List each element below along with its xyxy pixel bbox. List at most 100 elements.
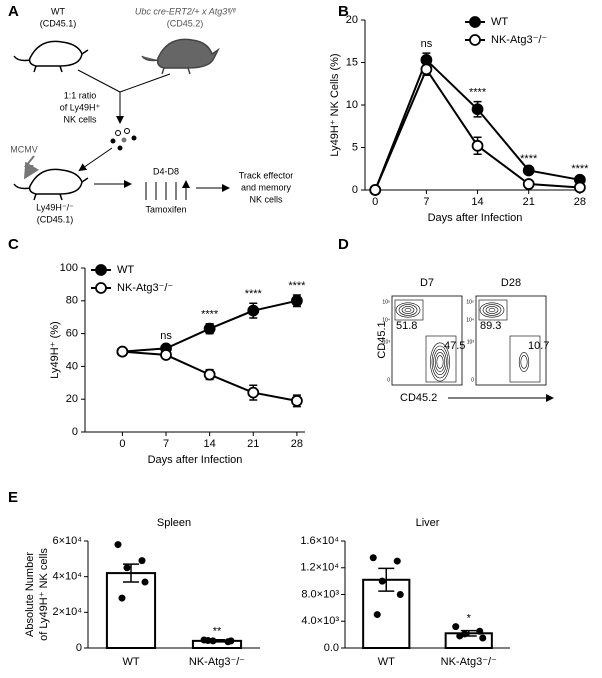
significance: **** [245,288,263,300]
significance: **** [288,280,306,292]
plot-frame [391,295,463,386]
legend-label: NK-Atg3⁻/⁻ [491,34,547,46]
plot-frame [475,295,547,386]
data-point [522,164,535,177]
y-tick-label: 40 [66,360,78,372]
significance: ns [160,330,172,342]
error-bar [123,563,139,583]
flow-tick-label: 10³ [467,339,475,345]
y-axis-label: Ly49H⁺ (%) [49,321,61,378]
x-tick-label: NK-Atg3⁻/⁻ [441,656,497,668]
arrows [145,182,186,200]
contour [395,302,421,318]
label: NK cells [249,194,283,204]
panel-letter: D [338,236,349,253]
data-point [290,294,303,307]
label: Ly49H⁻/⁻ [36,202,74,212]
legend-label: WT [117,264,134,276]
label: (CD45.2) [167,18,204,28]
contour [401,306,415,314]
data-point [573,181,586,194]
diagram: WT (CD45.1) Ubc cre-ERT2/+ x Atg3ᶠˡ/ᶠˡ (… [10,6,293,224]
panel-letter: A [8,3,19,20]
axis-label: CD45.2 [400,392,437,404]
gate-value: 89.3 [480,320,501,332]
panel-letter: E [8,489,18,506]
y-tick-label: 0 [352,184,358,196]
mouse-icon [13,168,89,201]
y-tick-label: 5 [352,141,358,153]
x-tick-label: 21 [523,196,535,208]
contour [434,352,446,372]
data-point [479,634,487,642]
significance: **** [469,87,487,99]
gate [478,299,508,321]
contour [431,345,449,379]
error-bar [378,567,395,592]
y-tick-label: 15 [346,56,358,68]
data-point [369,184,382,196]
flow-panel: CD45.1 CD45.2 [376,321,554,404]
data-point [114,541,122,549]
lightning [23,155,40,180]
label: D4-D8 [153,166,179,176]
x-tick-label: 14 [471,196,483,208]
x-tick-label: NK-Atg3⁻/⁻ [189,656,245,668]
data-point [378,577,386,585]
data-point [118,594,126,602]
legend-marker [469,16,481,28]
y-axis-label: of Ly49H⁺ NK cells [38,548,50,641]
data-point [203,368,216,381]
plot-title: D7 [420,277,434,289]
y-tick-label: 1.2×10⁴ [300,562,339,574]
contour [482,304,502,316]
arrow [77,69,171,122]
axis-label: CD45.1 [376,321,388,358]
x-tick-label: 28 [574,196,586,208]
legend-marker [469,34,481,46]
flow-tick-label: 10⁴ [382,317,390,323]
data-point [247,304,260,317]
gate [425,335,457,383]
contour [436,355,444,369]
x-tick-label: 28 [291,438,303,450]
cells [110,128,137,151]
series-line [374,58,581,191]
y-tick-label: 0 [72,426,78,438]
y-tick-label: 10 [346,99,358,111]
data-point [204,637,212,645]
data-point [247,386,260,399]
y-tick-label: 60 [66,328,78,340]
data-point [471,139,484,152]
y-tick-label: 1.6×10⁴ [300,535,339,547]
bar [105,572,157,649]
contour [404,307,412,313]
gate-value: 47.5 [444,340,465,352]
chart-title: Spleen [157,517,191,529]
significance: ** [213,626,222,638]
y-tick-label: 20 [66,393,78,405]
panel-letter: C [8,236,19,253]
y-tick-label: 4.0×10³ [301,615,339,627]
arrow [78,147,113,172]
y-axis-label: Ly49H⁺ NK Cells (%) [329,53,341,156]
significance: **** [201,309,219,321]
label: and memory [241,182,292,192]
contour [488,307,496,313]
contour [518,352,530,372]
x-tick-label: WT [378,656,395,668]
x-tick-label: 7 [423,196,429,208]
contour [479,302,505,318]
significance: * [467,613,472,625]
x-tick-label: WT [122,656,139,668]
chart-title: Liver [416,517,440,529]
label: 1:1 ratio [64,90,97,100]
data-point [452,623,460,631]
label: MCMV [10,144,38,154]
gate [394,299,424,321]
mouse-icon [141,38,220,75]
data-point [227,637,235,645]
label: (CD45.1) [40,18,77,28]
data-point [209,637,217,645]
